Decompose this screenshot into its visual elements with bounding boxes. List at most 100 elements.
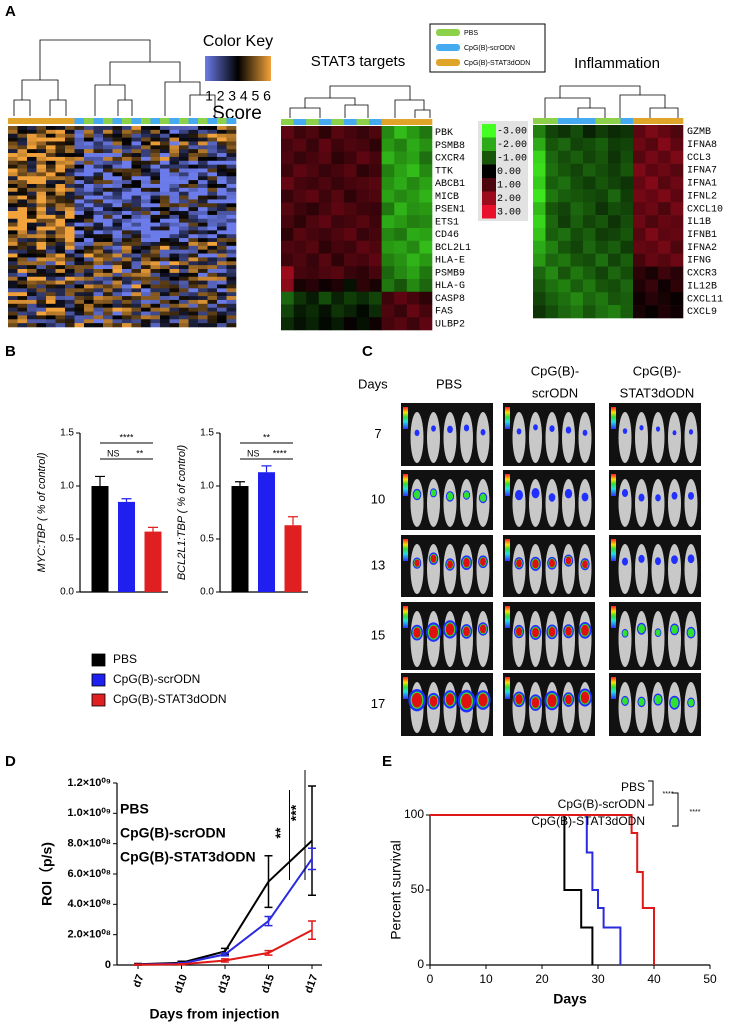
heatmap-texture — [207, 276, 218, 281]
mouse — [684, 412, 698, 463]
heatmap-texture — [169, 303, 180, 308]
heatmap-cell — [306, 151, 320, 165]
heatmap-texture — [84, 172, 94, 177]
signal-blob — [445, 623, 455, 636]
heatmap-texture — [131, 249, 142, 254]
heatmap-texture — [198, 149, 208, 154]
heatmap-texture — [141, 245, 151, 250]
heatmap-texture — [150, 141, 161, 146]
heatmap-texture — [198, 234, 208, 239]
intensity-bar — [505, 606, 510, 628]
heatmap-texture — [198, 245, 208, 250]
signal-blob — [547, 694, 557, 708]
heatmap-texture — [179, 272, 189, 278]
heatmap-cell — [369, 291, 382, 305]
heatmap-cell — [595, 279, 609, 293]
heatmap-texture — [179, 234, 189, 239]
heatmap-texture — [65, 141, 75, 146]
heatmap-texture — [226, 292, 237, 297]
heatmap-texture — [169, 180, 180, 185]
heatmap-texture — [207, 303, 218, 308]
heatmap-texture — [65, 280, 75, 285]
day-label: 15 — [371, 627, 385, 642]
heatmap-texture — [150, 176, 161, 181]
heatmap-texture — [226, 245, 237, 250]
heatmap-cell — [633, 305, 646, 319]
heatmap-texture — [122, 265, 132, 270]
group-header: STAT3dODN — [620, 385, 695, 400]
heatmap-texture — [179, 292, 189, 297]
heatmap-texture — [122, 156, 132, 162]
group-header: PBS — [436, 376, 462, 391]
heatmap-texture — [217, 276, 227, 281]
heatmap-texture — [55, 222, 66, 227]
heatmap-cell — [356, 202, 370, 216]
heatmap-texture — [207, 126, 218, 131]
heatmap-texture — [169, 176, 180, 181]
intensity-bar — [611, 407, 616, 429]
heatmap-texture — [27, 269, 37, 274]
heatmap-texture — [188, 195, 199, 200]
heatmap-texture — [188, 241, 199, 247]
heatmap-texture — [8, 299, 18, 305]
column-bar — [74, 118, 85, 124]
heatmap-texture — [226, 164, 237, 169]
heatmap-texture — [160, 261, 170, 266]
column-bar — [55, 118, 66, 124]
heatmap-texture — [103, 245, 113, 250]
heatmap-texture — [8, 319, 18, 324]
heatmap-texture — [188, 156, 199, 162]
column-group — [633, 118, 646, 124]
heatmap-texture — [8, 241, 18, 247]
heatmap-texture — [46, 203, 56, 208]
gene-label: IFNA8 — [687, 140, 717, 151]
heatmap-texture — [93, 133, 104, 138]
heatmap-texture — [160, 164, 170, 169]
mouse — [529, 412, 542, 463]
legend-swatch — [91, 673, 106, 687]
heatmap-texture — [8, 137, 18, 142]
heatmap-texture — [226, 238, 237, 243]
heatmap-cell — [306, 228, 320, 242]
heatmap-cell — [570, 215, 584, 229]
mouse — [460, 611, 473, 667]
heatmap-cell — [558, 163, 571, 177]
error-bar — [121, 498, 132, 502]
heatmap-texture — [17, 195, 28, 200]
heatmap-texture — [160, 187, 170, 193]
heatmap-texture — [27, 211, 37, 216]
heatmap-texture — [84, 238, 94, 243]
heatmap-texture — [226, 257, 237, 262]
heatmap-texture — [131, 145, 142, 150]
heatmap-texture — [74, 180, 85, 185]
heatmap-texture — [93, 261, 104, 266]
heatmap-texture — [169, 257, 180, 262]
heatmap-texture — [207, 249, 218, 254]
heatmap-texture — [150, 195, 161, 200]
heatmap-cell — [306, 240, 320, 254]
heatmap-texture — [36, 323, 47, 328]
heatmap-texture — [103, 203, 113, 208]
heatmap-cell — [293, 215, 307, 229]
heatmap-texture — [55, 191, 66, 196]
heatmap-texture — [36, 129, 47, 135]
heatmap-texture — [141, 160, 151, 165]
heatmap-texture — [17, 272, 28, 278]
heatmap-cell — [419, 253, 433, 267]
heatmap-cell — [369, 304, 382, 318]
heatmap-texture — [150, 187, 161, 193]
heatmap-cell — [281, 215, 294, 229]
error-bar — [235, 481, 245, 486]
heatmap-texture — [93, 145, 104, 150]
heatmap-texture — [84, 183, 94, 189]
mouse — [460, 479, 473, 527]
heatmap-texture — [131, 276, 142, 281]
heatmap-cell — [658, 215, 671, 229]
gene-label: CXCL11 — [687, 294, 723, 305]
heatmap-texture — [188, 269, 199, 274]
heatmap-texture — [17, 230, 28, 235]
heatmap-texture — [112, 172, 123, 177]
signal-blob — [478, 693, 488, 707]
heatmap-texture — [112, 238, 123, 243]
heatmap-texture — [188, 176, 199, 181]
